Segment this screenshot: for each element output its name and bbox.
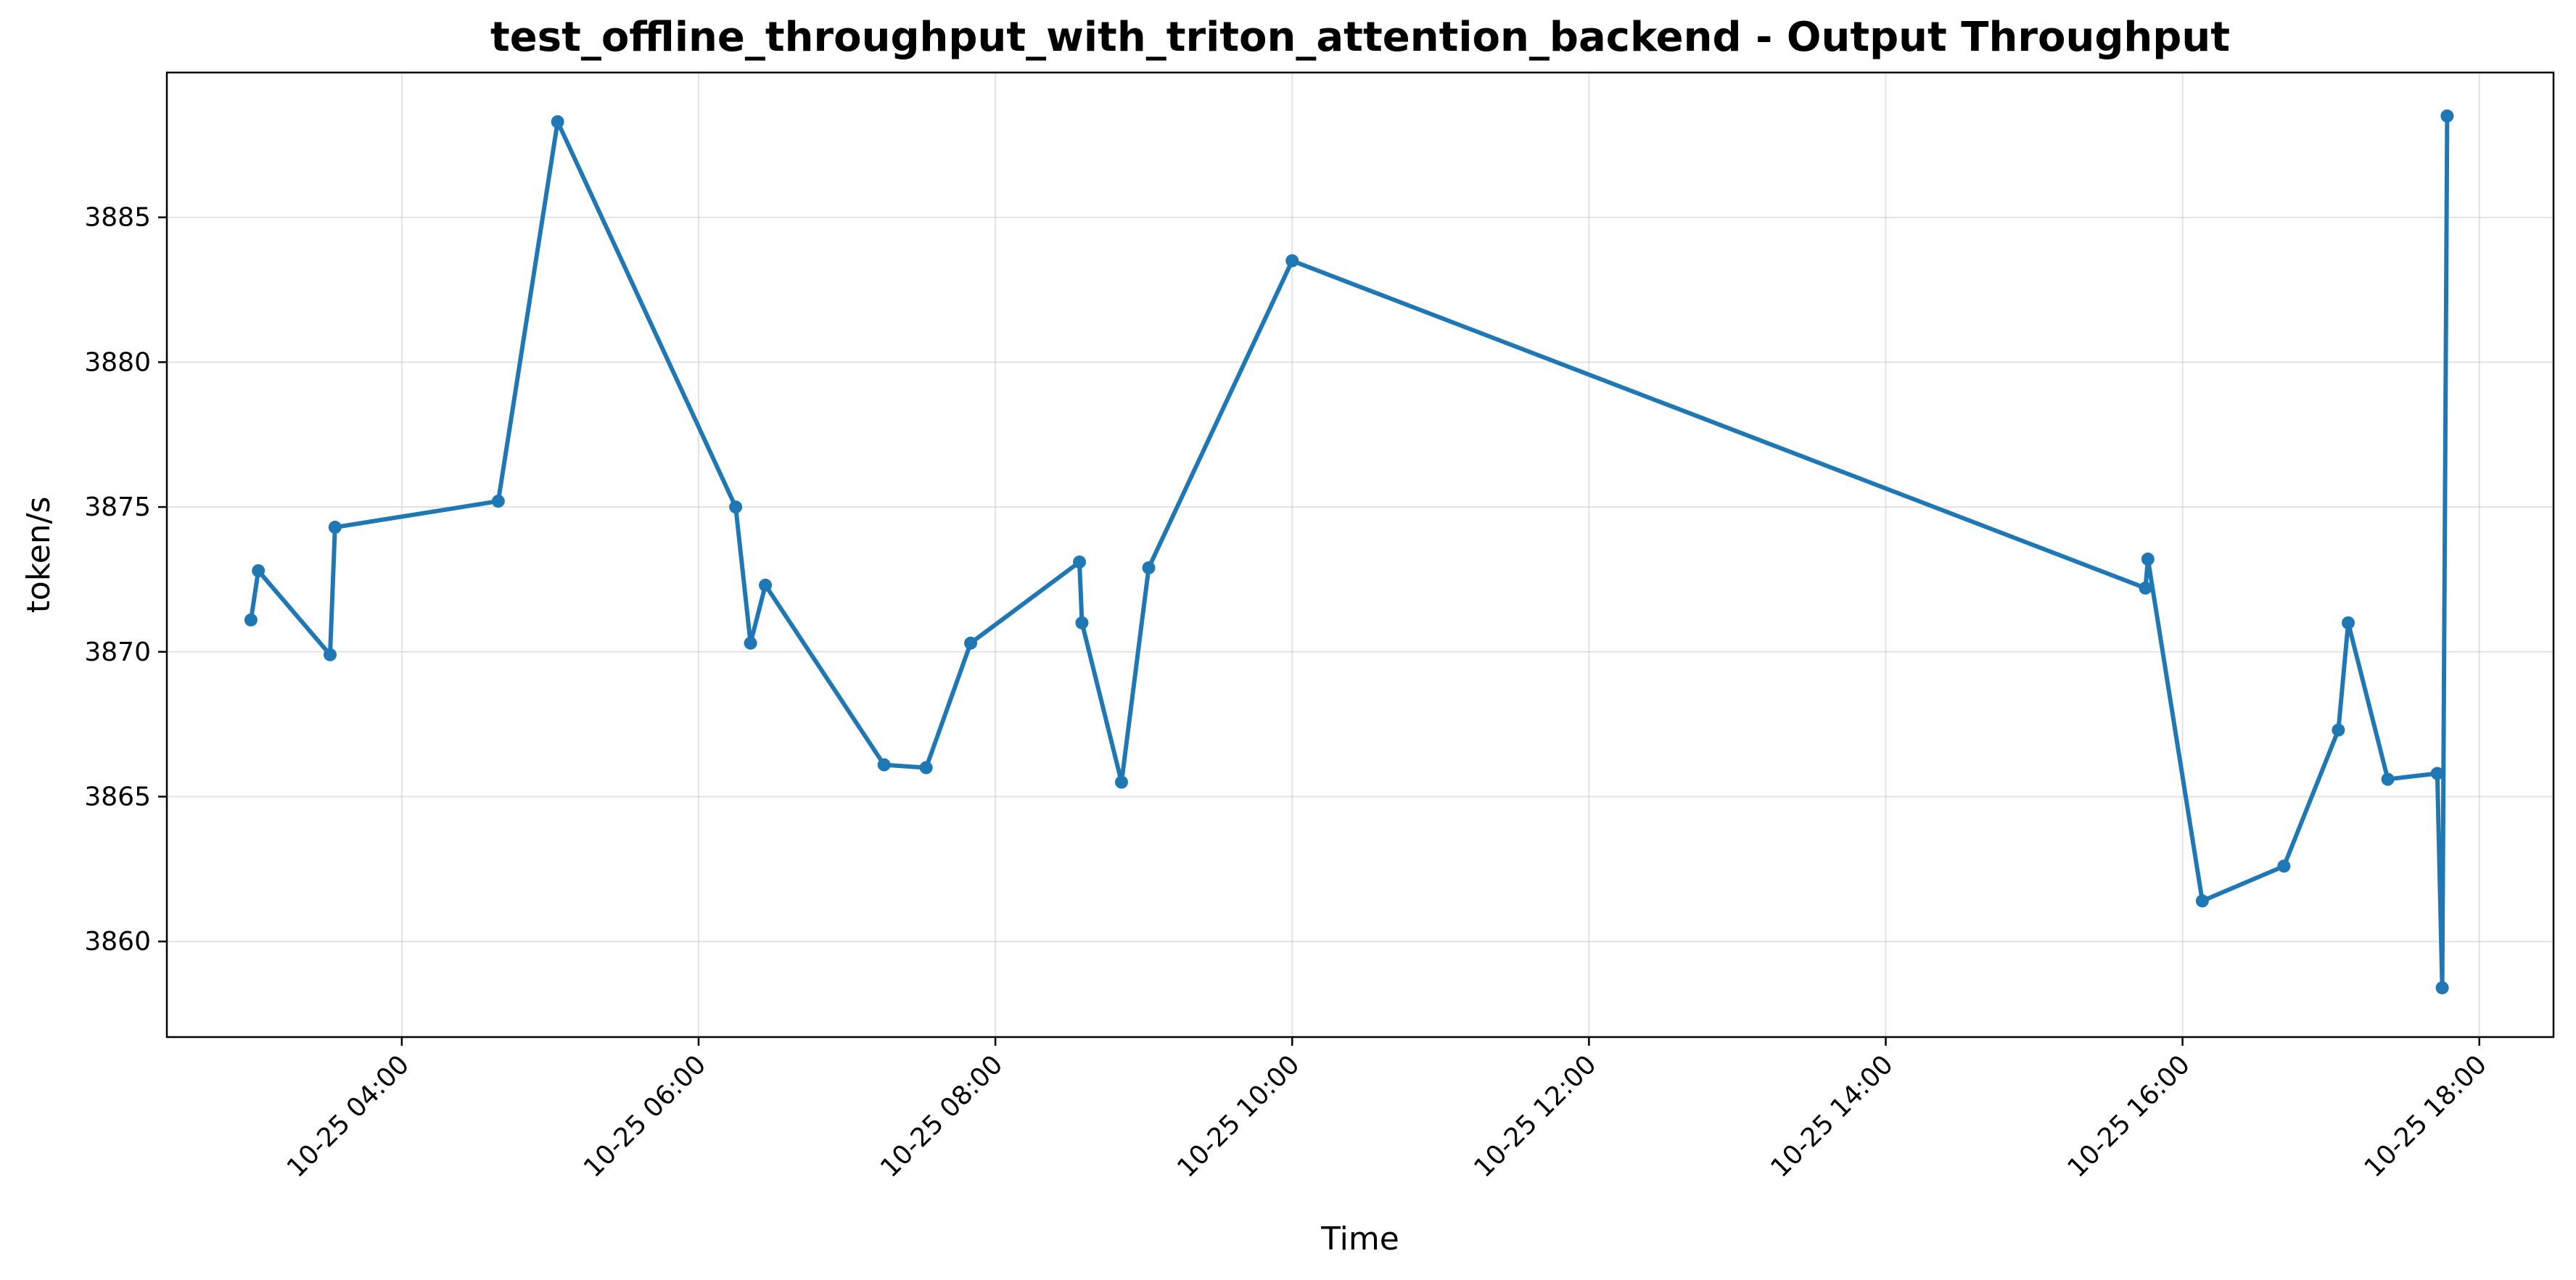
y-tick-label: 3885 [84,203,151,233]
data-point [964,636,978,650]
data-point [1142,561,1156,574]
x-tick-label: 10-25 18:00 [2359,1049,2493,1183]
y-tick-label: 3875 [84,492,151,522]
x-axis-label: Time [1320,1221,1399,1258]
y-tick-label: 3860 [84,927,151,957]
y-tick-label: 3870 [84,637,151,667]
y-tick-label: 3880 [84,347,151,377]
x-tick-label: 10-25 10:00 [1172,1049,1305,1183]
x-tick-label: 10-25 04:00 [281,1049,415,1183]
data-point [2435,981,2449,995]
data-point [759,578,773,592]
grid [167,73,2554,1037]
series [244,109,2454,995]
x-tick-label: 10-25 12:00 [1468,1049,1602,1183]
data-point [919,761,933,775]
data-point [491,495,505,508]
data-point [729,500,743,514]
data-point [244,613,258,627]
series-line [248,115,2450,991]
data-point [877,758,891,772]
data-point [2440,109,2454,123]
data-point [2332,723,2345,737]
data-point [2139,581,2152,595]
plot-frame [165,71,2555,1039]
data-point [1115,775,1128,789]
data-point [252,563,266,577]
x-tick-label: 10-25 16:00 [2062,1049,2196,1183]
data-point [551,115,564,128]
data-point [1075,616,1089,629]
data-point [324,648,337,661]
data-point [744,636,757,650]
x-tick-label: 10-25 08:00 [875,1049,1008,1183]
data-point [2141,552,2155,566]
data-point [2277,859,2291,873]
x-tick-label: 10-25 06:00 [578,1049,712,1183]
y-axis-ticks: 3860 3865 3870 3875 3880 3885 [84,203,167,957]
y-axis-label: token/s [20,497,57,614]
x-tick-label: 10-25 14:00 [1765,1049,1898,1183]
x-axis-ticks: 10-25 04:00 10-25 06:00 10-25 08:00 10-25 1… [281,1037,2493,1184]
data-point [2381,772,2395,786]
data-point [2430,767,2444,780]
data-point [328,521,342,534]
data-point [1285,254,1299,268]
data-point [1073,555,1087,569]
chart-title: test_offline_throughput_with_triton_atte… [490,14,2230,61]
data-point [2195,894,2209,908]
y-tick-label: 3865 [84,782,151,812]
data-point [2342,616,2355,629]
